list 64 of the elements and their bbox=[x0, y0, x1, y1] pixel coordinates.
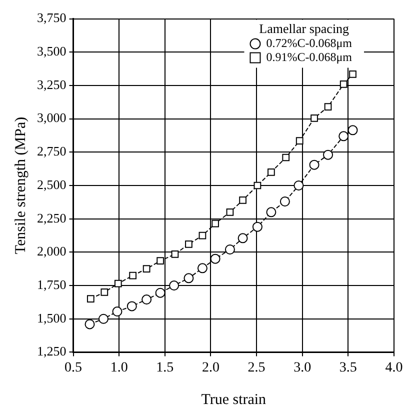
point bbox=[349, 70, 356, 78]
point bbox=[226, 208, 234, 216]
point bbox=[129, 272, 136, 280]
x-tick-label: 2.0 bbox=[202, 360, 220, 376]
x-tick-label: 2.5 bbox=[248, 360, 266, 376]
legend-title: Lamellar spacing bbox=[259, 21, 350, 36]
point bbox=[212, 220, 219, 228]
point bbox=[169, 280, 180, 291]
x-tick-label: 0.5 bbox=[64, 360, 82, 376]
point bbox=[171, 250, 179, 258]
point bbox=[156, 257, 164, 265]
x-tick-label: 3.5 bbox=[339, 360, 357, 376]
point bbox=[86, 295, 94, 303]
point bbox=[98, 314, 108, 324]
point bbox=[100, 288, 108, 296]
x-axis-title: True strain bbox=[201, 392, 267, 408]
y-tick-label: 3,000 bbox=[37, 110, 66, 126]
x-tick-label: 4.0 bbox=[385, 360, 403, 376]
point bbox=[112, 306, 122, 317]
y-tick-label: 2,250 bbox=[37, 210, 66, 226]
point bbox=[294, 180, 304, 190]
y-tick-label: 1,750 bbox=[37, 276, 66, 292]
x-tick-label: 1.0 bbox=[110, 360, 128, 376]
point bbox=[268, 168, 275, 176]
point bbox=[252, 222, 262, 232]
legend-label: 0.72%C-0.068μm bbox=[266, 36, 353, 50]
point bbox=[296, 137, 304, 145]
point bbox=[155, 288, 166, 298]
legend-label: 0.91%C-0.068μm bbox=[266, 50, 353, 64]
point bbox=[310, 114, 318, 122]
point bbox=[114, 280, 122, 288]
point bbox=[126, 301, 137, 312]
point bbox=[238, 233, 248, 244]
point bbox=[338, 131, 349, 142]
point bbox=[348, 125, 358, 136]
y-axis-title: Tensile strength (MPa) bbox=[12, 116, 29, 254]
x-tick-label: 3.0 bbox=[294, 360, 312, 376]
point bbox=[142, 265, 150, 273]
point bbox=[84, 319, 95, 330]
point bbox=[340, 80, 348, 88]
y-tick-label: 1,250 bbox=[37, 344, 66, 359]
point bbox=[197, 263, 208, 274]
point bbox=[309, 160, 320, 170]
y-tick-label: 2,500 bbox=[37, 176, 66, 192]
point bbox=[185, 240, 192, 248]
point bbox=[254, 182, 262, 190]
point bbox=[282, 154, 290, 162]
point bbox=[184, 273, 194, 284]
point bbox=[142, 294, 152, 305]
point bbox=[224, 244, 235, 255]
point bbox=[324, 103, 332, 110]
point bbox=[280, 196, 290, 207]
point bbox=[266, 207, 276, 218]
point bbox=[323, 150, 334, 160]
point bbox=[198, 232, 206, 240]
y-tick-label: 2,750 bbox=[37, 144, 66, 159]
y-tick-label: 2,000 bbox=[37, 244, 66, 259]
point bbox=[239, 196, 246, 204]
y-tick-label: 1,500 bbox=[37, 310, 66, 326]
x-tick-label: 1.5 bbox=[156, 360, 174, 376]
y-tick-label: 3,750 bbox=[37, 10, 66, 26]
y-tick-label: 3,500 bbox=[37, 44, 66, 59]
y-tick-label: 3,250 bbox=[37, 76, 66, 92]
point bbox=[210, 254, 220, 264]
